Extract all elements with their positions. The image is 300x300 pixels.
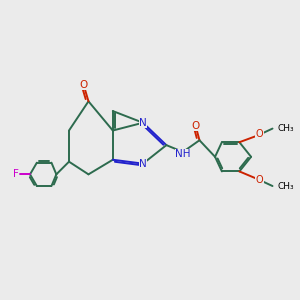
Text: CH₃: CH₃ [278,124,294,133]
Text: F: F [13,169,19,179]
Text: O: O [256,129,263,139]
Text: O: O [191,121,200,131]
Text: N: N [139,159,147,169]
Text: O: O [80,80,88,90]
Text: N: N [139,118,147,128]
Text: O: O [256,176,263,185]
Text: CH₃: CH₃ [278,182,294,190]
Text: NH: NH [175,149,191,159]
